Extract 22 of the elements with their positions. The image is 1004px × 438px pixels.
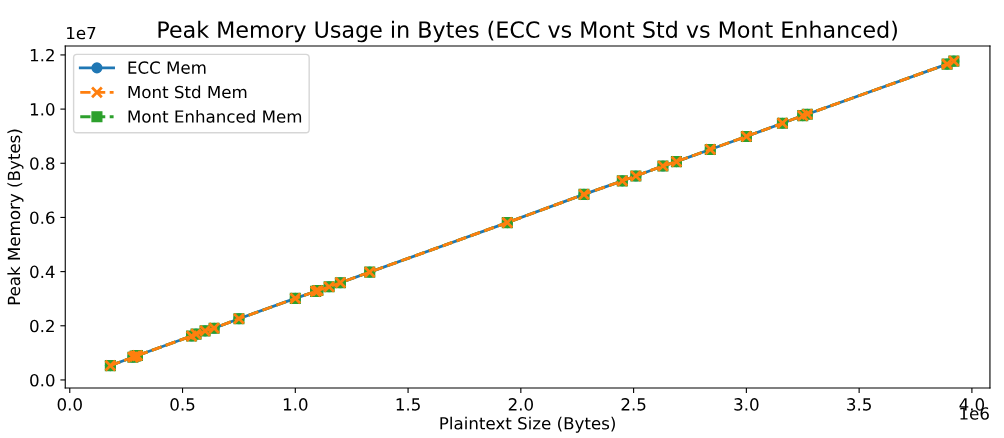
x-axis-title: Plaintext Size (Bytes) [440, 416, 615, 433]
chart-title: Peak Memory Usage in Bytes (ECC vs Mont Std vs Mont Enhanced) [158, 20, 897, 43]
x-tick-label: 2.5 [621, 398, 646, 411]
y-tick-label: 0.6 [30, 211, 55, 224]
x-tick-label: 2.0 [508, 398, 533, 411]
x-tick-label: 1.0 [283, 398, 308, 411]
text: 1e7 [67, 26, 96, 40]
y-axis-title: Peak Memory (Bytes) [7, 129, 24, 305]
y-tick-label: 0.0 [30, 373, 55, 387]
legend-label: Mont Enhanced Mem [128, 109, 302, 123]
x-tick-label: 0.5 [170, 398, 195, 411]
x-tick-label: 3.0 [734, 398, 759, 411]
y-tick-label: 1.2 [30, 48, 54, 62]
y-tick-label: 1.0 [30, 103, 55, 116]
x-tick-label: 1.5 [396, 398, 420, 411]
y-tick-label: 0.8 [30, 157, 55, 170]
y-tick-label: 0.4 [30, 265, 55, 279]
x-tick-label: 0.0 [57, 398, 82, 411]
legend-label: ECC Mem [128, 61, 206, 74]
y-tick-label: 0.2 [30, 319, 54, 333]
x-tick-label: 3.5 [847, 398, 871, 411]
legend-label: Mont Std Mem [128, 85, 247, 99]
